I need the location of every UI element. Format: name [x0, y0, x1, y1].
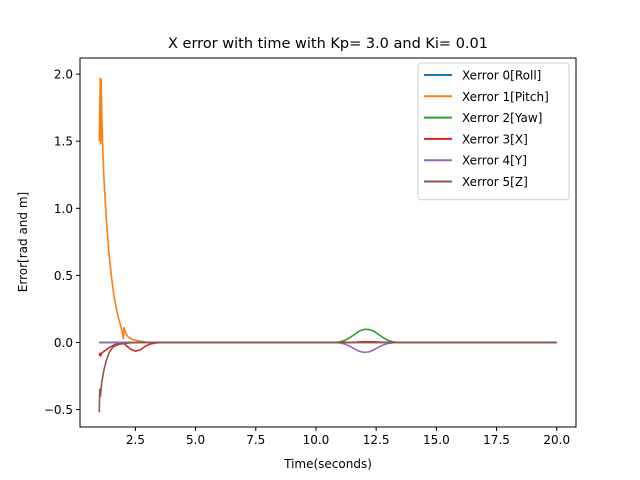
legend-label-2: Xerror 2[Yaw] — [462, 111, 542, 125]
x-tick-label: 12.5 — [363, 433, 390, 447]
x-tick-label: 5.0 — [186, 433, 205, 447]
series-line-5 — [98, 341, 557, 413]
y-tick-label: 0.5 — [54, 269, 73, 283]
series-line-3 — [98, 340, 557, 357]
legend-label-1: Xerror 1[Pitch] — [462, 90, 549, 104]
series-line-2 — [99, 328, 557, 344]
series-layer — [98, 77, 557, 413]
chart-title: X error with time with Kp= 3.0 and Ki= 0… — [168, 36, 488, 52]
x-tick-label: 7.5 — [246, 433, 265, 447]
legend-label-5: Xerror 5[Z] — [462, 175, 528, 189]
y-tick-label: 1.5 — [54, 135, 73, 149]
y-tick-label: 1.0 — [54, 202, 73, 216]
legend-label-4: Xerror 4[Y] — [462, 154, 527, 168]
x-axis-label: Time(seconds) — [283, 457, 372, 471]
series-line-1 — [98, 77, 557, 344]
plot-frame — [79, 57, 577, 428]
legend-label-0: Xerror 0[Roll] — [462, 69, 541, 83]
series-line-4 — [99, 341, 557, 354]
x-tick-label: 17.5 — [483, 433, 510, 447]
x-tick-label: 20.0 — [543, 433, 570, 447]
x-tick-label: 10.0 — [303, 433, 330, 447]
x-tick-label: 15.0 — [423, 433, 450, 447]
y-axis-label: Error[rad and m] — [16, 192, 30, 292]
x-axis: 2.5 5.0 7.5 10.0 12.5 15.0 17.5 20.0 — [126, 427, 570, 447]
y-tick-label: −0.5 — [44, 403, 73, 417]
legend-label-3: Xerror 3[X] — [462, 132, 528, 146]
y-axis: −0.5 0.0 0.5 1.0 1.5 2.0 — [44, 68, 80, 417]
legend: Xerror 0[Roll] Xerror 1[Pitch] Xerror 2[Ya… — [417, 62, 570, 201]
x-tick-label: 2.5 — [126, 433, 145, 447]
y-tick-label: 2.0 — [54, 68, 73, 82]
legend-box — [417, 62, 570, 201]
y-tick-label: 0.0 — [54, 336, 73, 350]
